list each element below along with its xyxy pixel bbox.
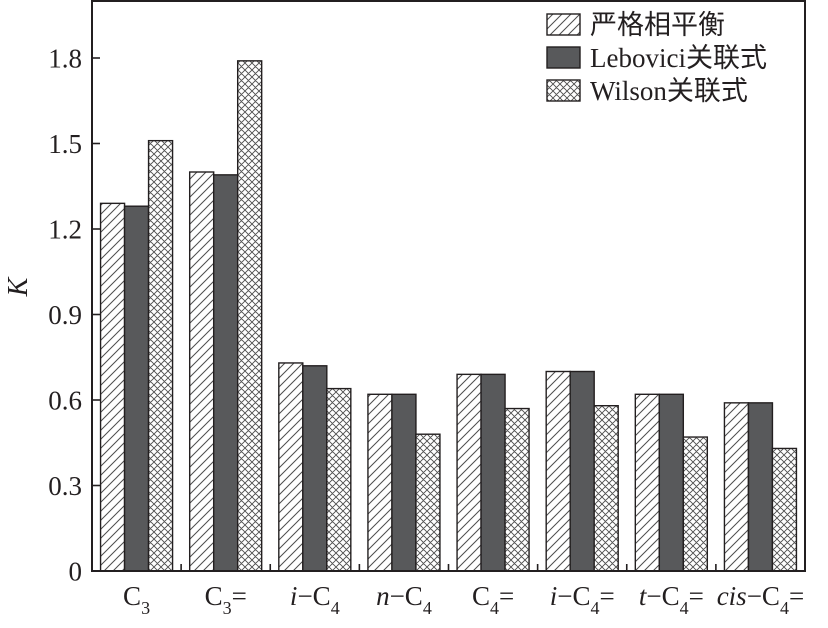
- y-tick-label: 1.5: [48, 129, 82, 159]
- bar-series-2: [569, 370, 595, 572]
- x-tick-labels: C3 C3= i−C4 n−C4 C4= i−C4= t−C4= cis−C4=: [123, 581, 804, 618]
- y-axis-label: K: [3, 276, 34, 297]
- bar-series-3: [326, 387, 352, 572]
- bar-series-1: [545, 370, 571, 572]
- bar-series-3: [593, 405, 619, 572]
- y-tick-label: 0.6: [48, 386, 82, 416]
- y-tick-label: 0.3: [48, 471, 82, 501]
- bar-series-1: [278, 362, 304, 572]
- bar-series-2: [391, 393, 417, 572]
- legend-label: 严格相平衡: [590, 10, 725, 40]
- legend: 严格相平衡 Lebovici关联式 Wilson关联式: [546, 10, 767, 106]
- y-tick-label: 1.2: [48, 215, 82, 245]
- bar-series-1: [99, 202, 126, 572]
- x-tick-label: C3=: [205, 581, 247, 618]
- x-tick-label: t−C4=: [639, 581, 704, 618]
- bar-series-3: [415, 433, 441, 572]
- bar-series-1: [723, 402, 750, 572]
- y-tick-label: 1.8: [48, 44, 82, 74]
- legend-swatch-diagonal-hatch: [546, 13, 581, 36]
- legend-item-lebovici: Lebovici关联式: [546, 43, 767, 73]
- bar-series-1: [456, 373, 482, 572]
- bar-series-1: [188, 171, 215, 572]
- bar-series-1: [367, 393, 393, 572]
- bar-series-2: [123, 205, 150, 572]
- legend-item-rigorous-equilibrium: 严格相平衡: [546, 10, 725, 40]
- x-tick-label: cis−C4=: [717, 581, 804, 618]
- bar-series-2: [480, 373, 506, 572]
- axis-ticks: 0 0.3 0.6 0.9 1.2 1.5 1.8: [48, 44, 717, 587]
- x-tick-label: C4=: [472, 581, 514, 618]
- x-tick-label: i−C4: [290, 581, 340, 618]
- bar-series-3: [147, 139, 174, 572]
- bar-series-1: [634, 393, 661, 572]
- y-tick-label: 0: [69, 557, 83, 587]
- legend-swatch-solid: [546, 46, 581, 69]
- legend-label: Wilson关联式: [590, 76, 748, 106]
- bar-series-3: [504, 407, 530, 572]
- x-tick-label: C3: [123, 581, 150, 618]
- bar-series-3: [771, 447, 798, 572]
- x-tick-label: n−C4: [376, 581, 432, 618]
- bar-series-2: [747, 402, 774, 572]
- legend-swatch-cross-hatch: [546, 79, 581, 102]
- x-tick-label: i−C4=: [550, 581, 615, 618]
- legend-item-wilson: Wilson关联式: [546, 76, 748, 106]
- bar-series-2: [212, 174, 239, 572]
- bar-series-2: [658, 393, 685, 572]
- bar-groups: [99, 60, 798, 572]
- bar-series-3: [236, 60, 263, 572]
- y-tick-label: 0.9: [48, 300, 82, 330]
- legend-label: Lebovici关联式: [590, 43, 767, 73]
- bar-series-3: [682, 436, 709, 572]
- bar-series-2: [302, 365, 328, 572]
